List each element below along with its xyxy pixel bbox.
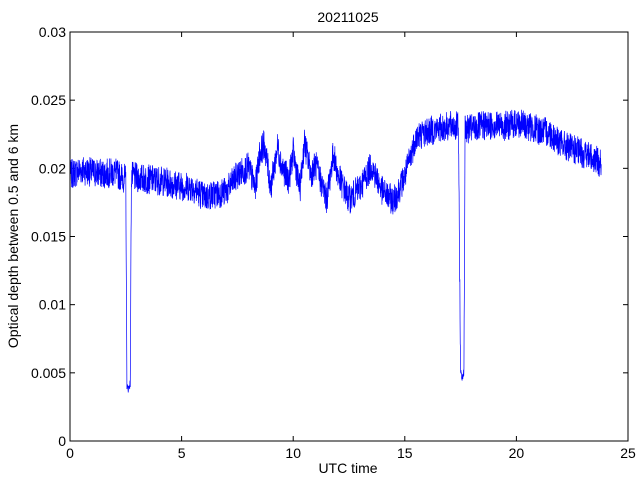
x-tick-label: 25	[620, 445, 636, 461]
plot-area	[70, 32, 628, 441]
x-tick-label: 5	[178, 445, 186, 461]
plot-frame	[69, 31, 629, 442]
y-tick-label: 0.01	[39, 297, 66, 313]
chart-title: 20211025	[317, 9, 378, 25]
y-tick-label: 0.03	[39, 24, 66, 40]
y-tick-label: 0	[58, 433, 66, 449]
y-tick-label: 0.015	[31, 229, 66, 245]
y-axis-label: Optical depth between 0.5 and 6 km	[5, 124, 21, 348]
y-tick-label: 0.02	[39, 160, 66, 176]
series-line	[69, 109, 602, 393]
x-tick-label: 10	[285, 445, 301, 461]
y-tick-label: 0.005	[31, 365, 66, 381]
y-tick-label: 0.025	[31, 92, 66, 108]
x-axis-label: UTC time	[318, 460, 377, 476]
axis-ticks: 0 5 10 15 20 25 0 0.005 0.01 0.015 0.02 0.025 0.03	[31, 24, 636, 461]
x-tick-label: 20	[509, 445, 525, 461]
x-tick-label: 15	[397, 445, 413, 461]
series-layer	[69, 109, 602, 393]
x-tick-label: 0	[66, 445, 74, 461]
